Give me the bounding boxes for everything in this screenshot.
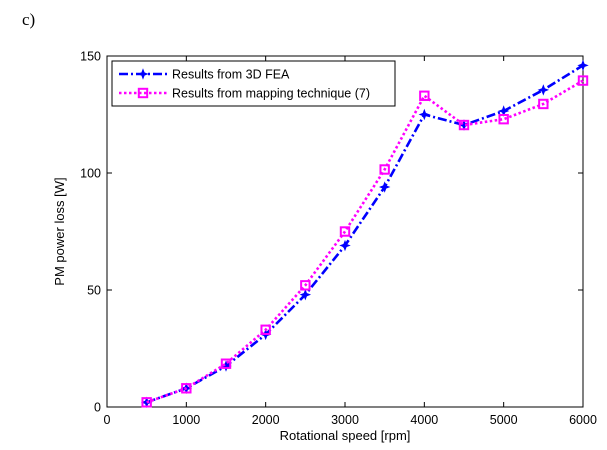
series-line [146, 79, 584, 404]
data-point [378, 181, 391, 193]
legend-box [111, 60, 396, 107]
data-point [339, 239, 351, 252]
y-tick-label: 150 [80, 50, 101, 64]
data-point [577, 75, 589, 86]
x-tick-label: 2000 [252, 413, 280, 427]
data-point [339, 226, 351, 237]
data-point [537, 84, 550, 96]
panel-label: c) [22, 10, 36, 29]
data-point [181, 383, 192, 394]
series-2 [141, 75, 589, 408]
legend-marker [137, 87, 149, 99]
data-point [498, 113, 509, 125]
data-point [141, 397, 152, 408]
legend-label: Results from 3D FEA [172, 68, 290, 82]
data-point [260, 324, 271, 335]
legend-item: Results from 3D FEA [119, 68, 290, 82]
x-axis-title: Rotational speed [rpm] [280, 428, 411, 443]
y-axis-title: PM power loss [W] [52, 177, 67, 285]
x-tick-label: 6000 [569, 413, 597, 427]
x-tick-label: 0 [104, 413, 111, 427]
data-point [418, 108, 431, 121]
series-layer [140, 59, 589, 409]
data-point [458, 119, 470, 131]
x-tick-label: 3000 [331, 413, 359, 427]
legend-item: Results from mapping technique (7) [119, 87, 370, 101]
x-tick-label: 4000 [410, 413, 438, 427]
data-point [538, 98, 549, 110]
data-point [299, 288, 312, 301]
y-tick-label: 100 [80, 167, 101, 181]
series-1 [140, 59, 589, 409]
series-line [146, 64, 584, 404]
axis-titles: Rotational speed [rpm] PM power loss [W] [52, 177, 410, 443]
data-point [220, 358, 232, 369]
x-tick-label: 1000 [172, 413, 200, 427]
data-point [379, 164, 390, 175]
y-tick-label: 0 [94, 401, 101, 415]
data-point [419, 90, 430, 101]
x-tick-label: 5000 [490, 413, 518, 427]
y-tick-label: 50 [87, 284, 101, 298]
data-point [577, 59, 589, 72]
ticks-layer: 0 1000 2000 3000 4000 5000 6000 0 50 100 150 [80, 50, 597, 428]
data-point [300, 280, 311, 291]
legend: Results from 3D FEA Results from mapping … [111, 60, 396, 107]
legend-marker [137, 68, 149, 80]
legend-label: Results from mapping technique (7) [172, 87, 370, 101]
